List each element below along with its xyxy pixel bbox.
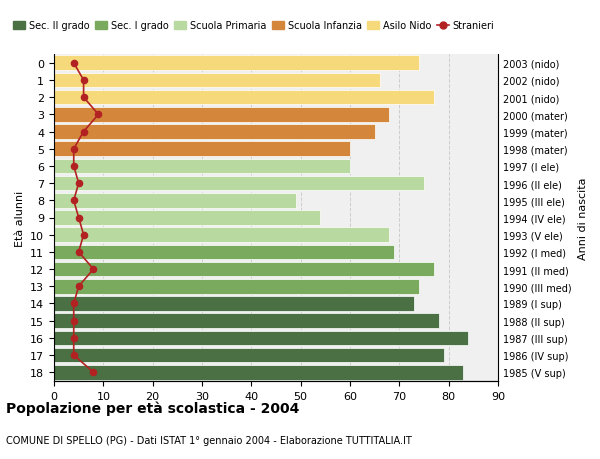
Bar (54, 262, 434, 277)
Bar (54, 365, 463, 380)
Point (89, 369, 98, 376)
Point (69, 146, 79, 153)
Bar (54, 245, 394, 260)
Text: Popolazione per età scolastica - 2004: Popolazione per età scolastica - 2004 (6, 401, 299, 415)
Y-axis label: Età alunni: Età alunni (14, 190, 25, 246)
Point (94, 112, 103, 119)
Bar (54, 56, 419, 71)
Bar (54, 211, 320, 225)
Bar (54, 331, 469, 345)
Point (74, 283, 83, 290)
Bar (54, 73, 380, 88)
Bar (54, 91, 434, 105)
Point (74, 214, 83, 222)
Point (79, 129, 88, 136)
Legend: Sec. II grado, Sec. I grado, Scuola Primaria, Scuola Infanzia, Asilo Nido, Stran: Sec. II grado, Sec. I grado, Scuola Prim… (9, 17, 499, 35)
Point (69, 197, 79, 205)
Y-axis label: Anni di nascita: Anni di nascita (578, 177, 589, 259)
Bar (54, 348, 444, 363)
Point (69, 300, 79, 308)
Bar (54, 228, 389, 242)
Bar (54, 142, 350, 157)
Point (79, 231, 88, 239)
Point (69, 317, 79, 325)
Bar (54, 125, 374, 140)
Bar (54, 280, 419, 294)
Point (69, 352, 79, 359)
Bar (54, 297, 414, 311)
Point (69, 60, 79, 67)
Bar (54, 159, 350, 174)
Point (74, 249, 83, 256)
Text: COMUNE DI SPELLO (PG) - Dati ISTAT 1° gennaio 2004 - Elaborazione TUTTITALIA.IT: COMUNE DI SPELLO (PG) - Dati ISTAT 1° ge… (6, 435, 412, 445)
Point (79, 77, 88, 84)
Point (69, 163, 79, 170)
Point (69, 335, 79, 342)
Bar (54, 194, 296, 208)
Point (79, 94, 88, 101)
Point (74, 180, 83, 187)
Point (89, 266, 98, 273)
Bar (54, 313, 439, 328)
Bar (54, 176, 424, 191)
Bar (54, 108, 389, 123)
